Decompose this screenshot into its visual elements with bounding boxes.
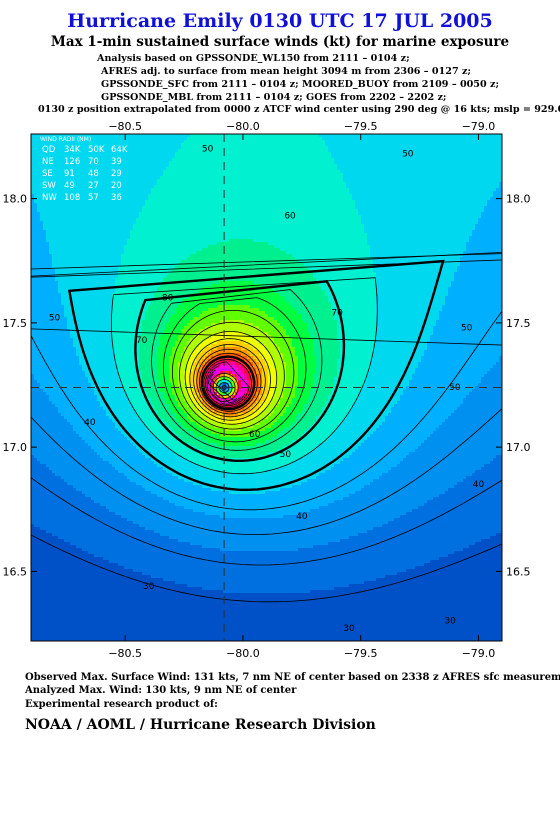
contour-line-120 (208, 369, 241, 404)
contour-label: 50 (461, 323, 473, 333)
contour-line-90 (196, 348, 262, 415)
analysis-line-5: 0130 z position extrapolated from 0000 z… (38, 104, 560, 115)
experimental-note: Experimental research product of: (25, 699, 218, 710)
y-tick-label-left: 17.5 (3, 317, 28, 330)
contour-line-35 (31, 259, 502, 511)
axes: −80.5 −80.5 −80.0 −80.0 −79.5 −79.5 −79.0 −79.0… (3, 120, 531, 660)
wind-radii-cell: 48 (88, 169, 99, 179)
analysis-line-4: GPSSONDE_MBL from 2111 – 0104 z; GOES fr… (101, 92, 446, 103)
wind-radii-cell: SE (42, 169, 53, 179)
center-crosshair (31, 134, 502, 641)
wind-radii-header: 34K (64, 145, 81, 155)
x-tick-label-top: −79.0 (462, 120, 496, 133)
wind-radii-cell: 49 (64, 181, 75, 191)
wind-radii-cell: 126 (64, 157, 80, 167)
contour-line-55 (151, 289, 323, 451)
y-tick-label-left: 18.0 (3, 193, 28, 206)
wind-field-fills (31, 134, 502, 641)
contour-label: 60 (284, 212, 296, 222)
analysis-line-3: GPSSONDE_SFC from 2111 – 0104 z; MOORED_… (101, 79, 499, 90)
contour-line-40 (67, 259, 445, 491)
wind-radii-header: 50K (88, 145, 105, 155)
x-tick-label-bottom: −79.0 (462, 647, 496, 660)
wind-radii-cell: 20 (111, 181, 122, 191)
contour-line-60 (162, 297, 307, 443)
x-tick-label-bottom: −80.0 (226, 647, 260, 660)
contour-label: 70 (331, 308, 343, 318)
contour-label: 40 (473, 480, 485, 490)
y-tick-label-left: 17.0 (3, 441, 28, 454)
y-tick-label-right: 16.5 (506, 565, 531, 578)
plot-frame (30, 133, 503, 642)
wind-radii-cell: 108 (64, 193, 80, 203)
wind-radii-cell: NW (42, 193, 57, 203)
x-tick-label-top: −80.5 (108, 120, 142, 133)
contour-line-115 (206, 365, 246, 405)
x-tick-label-top: −80.0 (226, 120, 260, 133)
analyzed-max-wind: Analyzed Max. Wind: 130 kts, 9 nm NE of … (25, 685, 296, 696)
contour-line-25 (31, 253, 502, 566)
x-tick-label-top: −79.5 (344, 120, 378, 133)
contour-label: 30 (143, 582, 155, 592)
contour-label: 60 (249, 430, 261, 440)
contour-line-110 (205, 361, 250, 407)
contour-label: 50 (49, 313, 61, 323)
y-tick-label-right: 18.0 (506, 193, 531, 206)
wind-radii-header: 64K (111, 145, 128, 155)
contour-label: 40 (84, 418, 96, 428)
contour-line-50 (134, 280, 346, 462)
contour-label: 30 (444, 617, 456, 627)
contour-line-85 (193, 344, 266, 418)
contour-line-70 (179, 321, 285, 430)
wind-radii-cell: 29 (111, 169, 122, 179)
x-tick-label-bottom: −80.5 (108, 647, 142, 660)
y-tick-label-right: 17.5 (506, 317, 531, 330)
wind-radii-cell: SW (42, 181, 56, 191)
wind-radii-header: QD (42, 145, 56, 155)
wind-radii-cell: 39 (111, 157, 122, 167)
contour-line-45 (111, 277, 378, 475)
contour-label: 50 (402, 149, 414, 159)
contour-label: 40 (296, 512, 308, 522)
wind-radii-cell: 57 (88, 193, 99, 203)
wind-radii-cell: NE (42, 157, 54, 167)
wind-radii-title: WIND RADII (NM) (40, 136, 91, 143)
wind-radii-cell: 36 (111, 193, 122, 203)
chart-subtitle: Max 1-min sustained surface winds (kt) f… (0, 34, 560, 50)
x-tick-label-bottom: −79.5 (344, 647, 378, 660)
contour-label: 80 (162, 294, 174, 304)
analysis-line-1: Analysis based on GPSSONDE_WL150 from 21… (97, 53, 410, 64)
y-tick-label-left: 16.5 (3, 565, 28, 578)
wind-radii-cell: 70 (88, 157, 99, 167)
contour-label: 50 (202, 144, 214, 154)
contour-line-125 (210, 373, 238, 401)
wind-radii-cell: 27 (88, 181, 99, 191)
y-tick-label-right: 17.0 (506, 441, 531, 454)
wind-radii-cell: 91 (64, 169, 75, 179)
contour-line-30 (31, 251, 502, 535)
contour-label: 70 (136, 336, 148, 346)
contour-label: 30 (343, 624, 355, 634)
organization-name: NOAA / AOML / Hurricane Research Divisio… (25, 717, 376, 733)
chart-title: Hurricane Emily 0130 UTC 17 JUL 2005 (0, 10, 560, 32)
wind-radii-table: WIND RADII (NM) QD 34K 50K 64K NE 126 70 39 SE 91 4… (40, 136, 128, 203)
contour-label: 50 (280, 450, 292, 460)
analysis-line-2: AFRES adj. to surface from mean height 3… (101, 66, 471, 77)
contour-line-20 (31, 328, 502, 603)
observed-max-wind: Observed Max. Surface Wind: 131 kts, 7 n… (25, 672, 560, 683)
